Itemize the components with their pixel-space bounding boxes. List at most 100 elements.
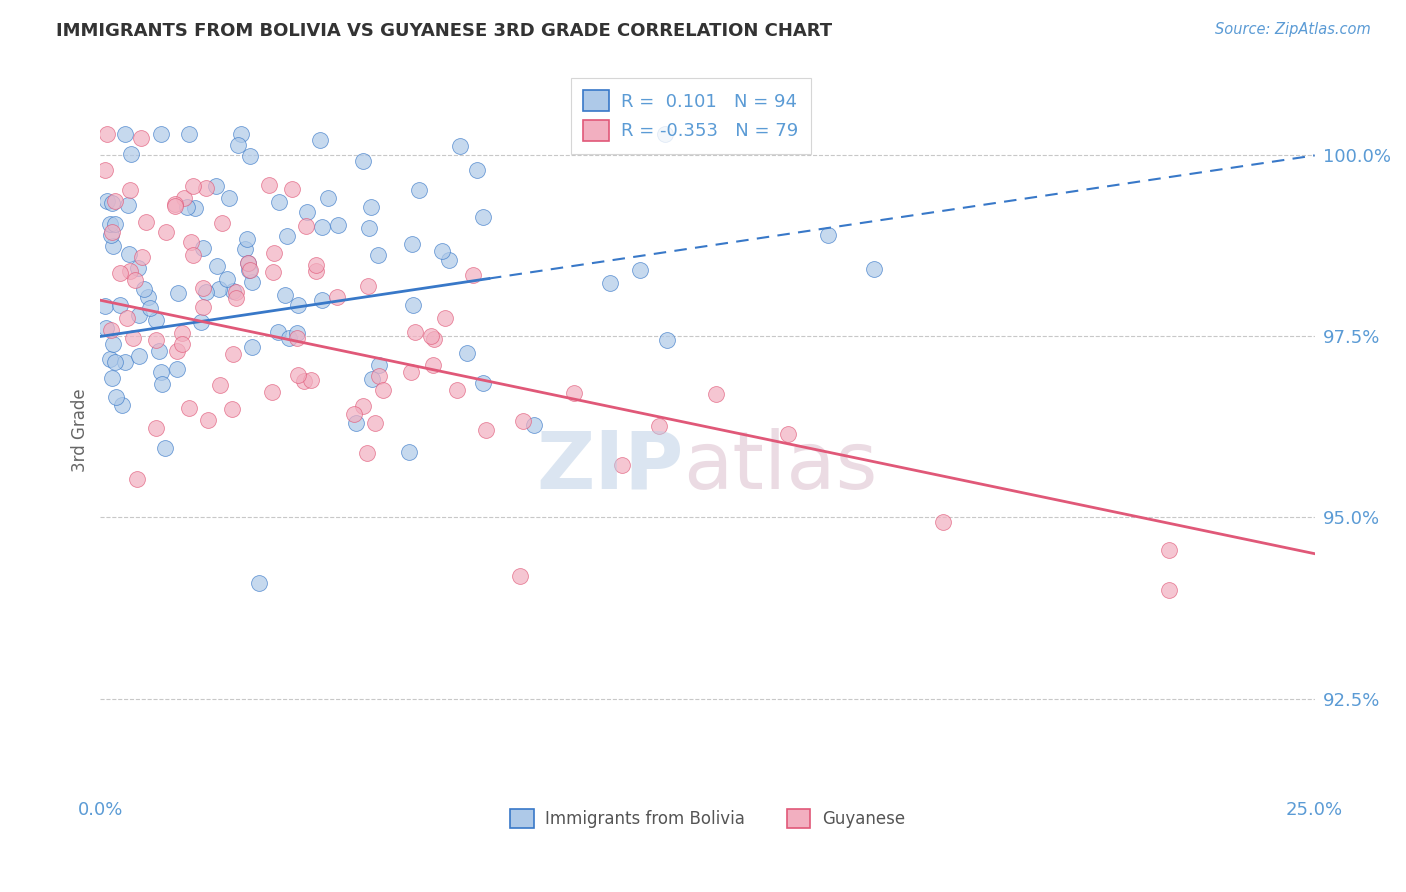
Point [163,196,186,211]
Point [647,418,669,433]
Point [191,300,214,314]
Point [236,232,259,246]
Point [117,198,139,212]
Point [191,281,214,295]
Text: atlas: atlas [683,428,877,506]
Point [305,264,328,278]
Point [226,138,249,153]
Y-axis label: 3rd Grade: 3rd Grade [72,389,89,473]
Point [179,401,201,415]
Point [118,247,141,261]
Point [172,336,194,351]
Point [145,333,167,347]
Point [176,200,198,214]
Point [364,416,387,430]
Point [655,333,678,347]
Point [148,343,170,358]
Point [120,264,142,278]
Point [269,195,291,210]
Point [446,384,468,398]
Point [96,127,118,141]
Point [1157,543,1180,558]
Point [225,291,247,305]
Point [104,217,127,231]
Point [101,195,124,210]
Point [311,293,333,307]
Point [155,441,177,455]
Point [129,130,152,145]
Point [115,310,138,325]
Point [439,252,461,267]
Point [262,265,284,279]
Point [233,242,256,256]
Point [131,250,153,264]
Point [367,368,389,383]
Point [136,290,159,304]
Point [304,258,326,272]
Point [404,325,426,339]
Point [422,359,444,373]
Point [276,228,298,243]
Point [138,301,160,316]
Point [260,384,283,399]
Point [316,191,339,205]
Point [399,365,422,379]
Point [287,298,309,312]
Point [285,326,308,341]
Point [287,368,309,382]
Point [104,390,127,404]
Point [295,219,318,233]
Point [101,225,124,239]
Point [208,377,231,392]
Point [197,413,219,427]
Point [111,398,134,412]
Point [512,414,534,428]
Point [218,191,240,205]
Point [120,146,142,161]
Point [299,373,322,387]
Point [434,310,457,325]
Point [101,371,124,385]
Point [360,200,382,214]
Text: Source: ZipAtlas.com: Source: ZipAtlas.com [1215,22,1371,37]
Point [181,247,204,261]
Point [180,235,202,249]
Point [328,218,350,232]
Point [240,340,263,354]
Point [249,576,271,591]
Point [817,227,839,242]
Point [120,183,142,197]
Point [311,220,333,235]
Point [461,268,484,283]
Point [128,308,150,322]
Point [610,458,633,473]
Point [145,313,167,327]
Point [145,421,167,435]
Point [361,372,384,386]
Point [472,376,495,391]
Point [309,133,332,147]
Point [343,407,366,421]
Point [225,285,247,300]
Point [166,285,188,300]
Point [108,267,131,281]
Point [101,238,124,252]
Point [401,237,423,252]
Point [704,387,727,401]
Point [221,284,243,298]
Point [163,199,186,213]
Point [471,210,494,224]
Point [190,315,212,329]
Point [654,127,676,141]
Point [239,149,262,163]
Point [368,359,391,373]
Point [352,154,374,169]
Point [104,194,127,208]
Point [356,278,378,293]
Point [344,417,367,431]
Point [128,349,150,363]
Point [292,374,315,388]
Point [194,180,217,194]
Point [229,127,252,141]
Point [150,365,173,379]
